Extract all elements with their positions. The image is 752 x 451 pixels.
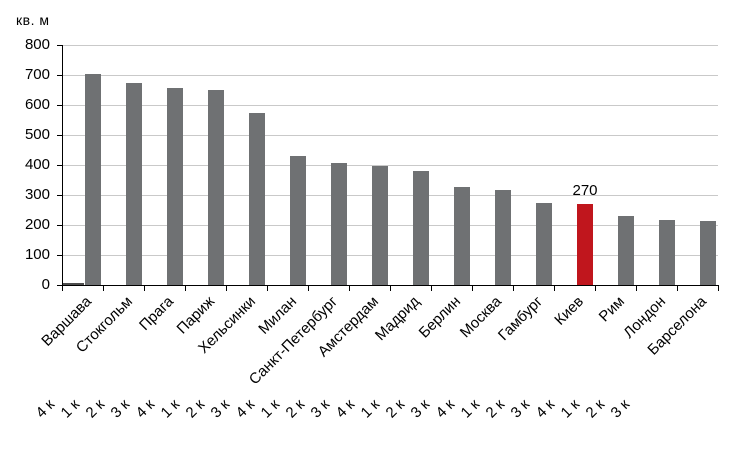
- quarter-axis-label: 3 к: [307, 396, 334, 422]
- x-axis-tick: [226, 286, 227, 291]
- y-axis-tick-label: 300: [24, 186, 50, 203]
- quarter-axis-label: 2 к: [282, 396, 309, 422]
- y-axis-tick: [57, 105, 62, 106]
- bar: [454, 186, 470, 285]
- y-axis-tick: [57, 255, 62, 256]
- x-axis-line: [62, 285, 719, 286]
- x-axis-category-label: Берлин: [415, 293, 464, 342]
- y-axis-tick-label: 600: [24, 96, 50, 113]
- quarter-axis-label: 3 к: [107, 396, 134, 422]
- x-axis-tick: [308, 286, 309, 291]
- y-axis-tick: [57, 165, 62, 166]
- y-axis-tick-label: 800: [24, 36, 50, 53]
- gridline: [62, 165, 718, 166]
- y-axis-tick-label: 700: [24, 66, 50, 83]
- y-axis-line: [62, 45, 63, 285]
- leading-stub-bar: [63, 283, 84, 285]
- x-axis-category-label: Гамбург: [494, 293, 546, 345]
- x-axis-tick: [472, 286, 473, 291]
- x-axis-tick: [513, 286, 514, 291]
- bar: [413, 171, 429, 285]
- quarter-axis-label: 1 к: [557, 396, 584, 422]
- bar: [126, 83, 142, 285]
- quarter-axis-label: 4 к: [232, 396, 259, 422]
- x-axis-category-label: Прага: [135, 293, 177, 334]
- y-axis-tick-label: 100: [24, 246, 50, 263]
- x-axis-tick: [636, 286, 637, 291]
- x-axis-tick: [62, 286, 63, 291]
- bar: [372, 166, 388, 285]
- y-axis-tick-label: 500: [24, 126, 50, 143]
- quarter-axis-label: 3 к: [607, 396, 634, 422]
- bar: [167, 88, 183, 285]
- x-axis-tick: [267, 286, 268, 291]
- gridline: [62, 45, 718, 46]
- gridline: [62, 105, 718, 106]
- x-axis-tick: [144, 286, 145, 291]
- x-axis-tick: [390, 286, 391, 291]
- quarter-axis-label: 4 к: [532, 396, 559, 422]
- y-axis-tick: [57, 75, 62, 76]
- x-axis-category-label: Рим: [595, 293, 628, 326]
- quarter-axis-label: 4 к: [432, 396, 459, 422]
- y-axis-tick: [57, 225, 62, 226]
- bar: [331, 163, 347, 285]
- gridline: [62, 135, 718, 136]
- x-axis-tick: [103, 286, 104, 291]
- quarter-axis-label: 1 к: [157, 396, 184, 422]
- quarter-axis-label: 4 к: [332, 396, 359, 422]
- y-axis-tick-label: 0: [41, 276, 50, 293]
- bar: [659, 219, 675, 285]
- y-axis-unit-label: кв. м: [16, 12, 50, 28]
- x-axis-tick: [185, 286, 186, 291]
- y-axis-tick-label: 400: [24, 156, 50, 173]
- x-axis-tick: [554, 286, 555, 291]
- bar: [495, 189, 511, 285]
- y-axis-tick: [57, 135, 62, 136]
- x-axis-tick: [718, 286, 719, 291]
- quarter-axis-label: 2 к: [482, 396, 509, 422]
- y-axis-tick: [57, 45, 62, 46]
- x-axis-tick: [349, 286, 350, 291]
- quarter-axis-label: 3 к: [207, 396, 234, 422]
- quarter-axis-label: 2 к: [582, 396, 609, 422]
- quarter-axis-label: 2 к: [82, 396, 109, 422]
- gridline: [62, 225, 718, 226]
- quarter-axis-label: 2 к: [182, 396, 209, 422]
- quarter-axis-label: 1 к: [57, 396, 84, 422]
- bar: [700, 220, 716, 285]
- bar: [208, 89, 224, 285]
- bar: [85, 73, 101, 285]
- x-axis-category-label: Киев: [550, 293, 587, 329]
- quarter-axis-label: 2 к: [382, 396, 409, 422]
- bar-data-label: 270: [572, 182, 598, 199]
- gridline: [62, 255, 718, 256]
- quarter-axis-label: 3 к: [507, 396, 534, 422]
- gridline: [62, 75, 718, 76]
- y-axis-tick: [57, 285, 62, 286]
- quarter-axis-label: 4 к: [32, 396, 59, 422]
- x-axis-tick: [677, 286, 678, 291]
- quarter-axis-label: 1 к: [357, 396, 384, 422]
- x-axis-category-label: Мадрид: [371, 293, 423, 345]
- bar: [249, 113, 265, 285]
- x-axis-tick: [431, 286, 432, 291]
- quarter-axis-label: 3 к: [407, 396, 434, 422]
- bar: [618, 216, 634, 285]
- y-axis-tick-label: 200: [24, 216, 50, 233]
- bar: [290, 155, 306, 285]
- bar-highlighted: [577, 204, 593, 285]
- y-axis-tick: [57, 195, 62, 196]
- quarter-axis-label: 4 к: [132, 396, 159, 422]
- quarter-axis-label: 1 к: [457, 396, 484, 422]
- x-axis-tick: [595, 286, 596, 291]
- quarter-axis-label: 1 к: [257, 396, 284, 422]
- gridline: [62, 195, 718, 196]
- bar: [536, 202, 552, 285]
